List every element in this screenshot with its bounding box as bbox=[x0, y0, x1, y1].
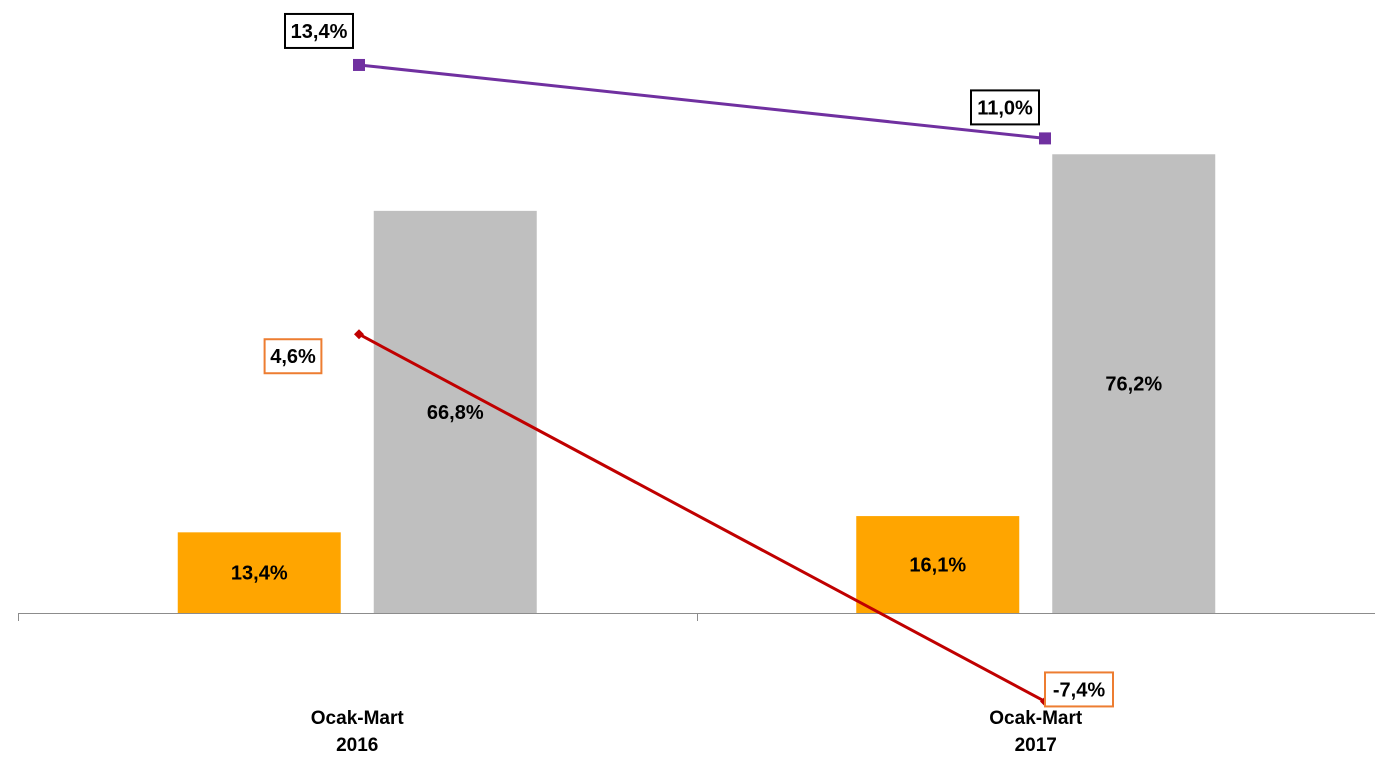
line-point-s0-p0 bbox=[353, 58, 365, 71]
line-label-s0-p1: 11,0% bbox=[977, 97, 1033, 119]
line-point-s1-p0 bbox=[354, 329, 364, 340]
line-label-box-s1-p1 bbox=[1044, 671, 1114, 708]
x-tick-label: 2017 bbox=[1015, 735, 1057, 756]
bar-label-s0-c1: 16,1% bbox=[909, 555, 966, 577]
bar-s0-c0 bbox=[177, 532, 341, 613]
line-label-s1-p0: 4,6% bbox=[270, 346, 316, 368]
bar-label-s1-c1: 76,2% bbox=[1105, 374, 1162, 396]
line-label-s1-p1: -7,4% bbox=[1053, 679, 1105, 701]
bar-s1-c1 bbox=[1052, 154, 1216, 613]
x-tick-label: Ocak-Mart bbox=[311, 708, 405, 729]
bar-label-s1-c0: 66,8% bbox=[427, 402, 484, 424]
x-tick-label: 2016 bbox=[336, 735, 378, 756]
x-tick-label: Ocak-Mart bbox=[989, 708, 1083, 729]
bar-s0-c1 bbox=[856, 516, 1020, 613]
line-series-0 bbox=[358, 63, 1046, 140]
line-label-box-s1-p0 bbox=[263, 338, 323, 375]
line-label-box-s0-p1 bbox=[970, 89, 1040, 126]
line-series-1 bbox=[358, 332, 1046, 703]
bar-label-s0-c0: 13,4% bbox=[231, 563, 288, 585]
line-point-s0-p1 bbox=[1039, 132, 1051, 145]
bar-s1-c0 bbox=[373, 210, 537, 613]
line-label-box-s0-p0 bbox=[284, 12, 354, 49]
line-label-s0-p0: 13,4% bbox=[291, 21, 348, 43]
